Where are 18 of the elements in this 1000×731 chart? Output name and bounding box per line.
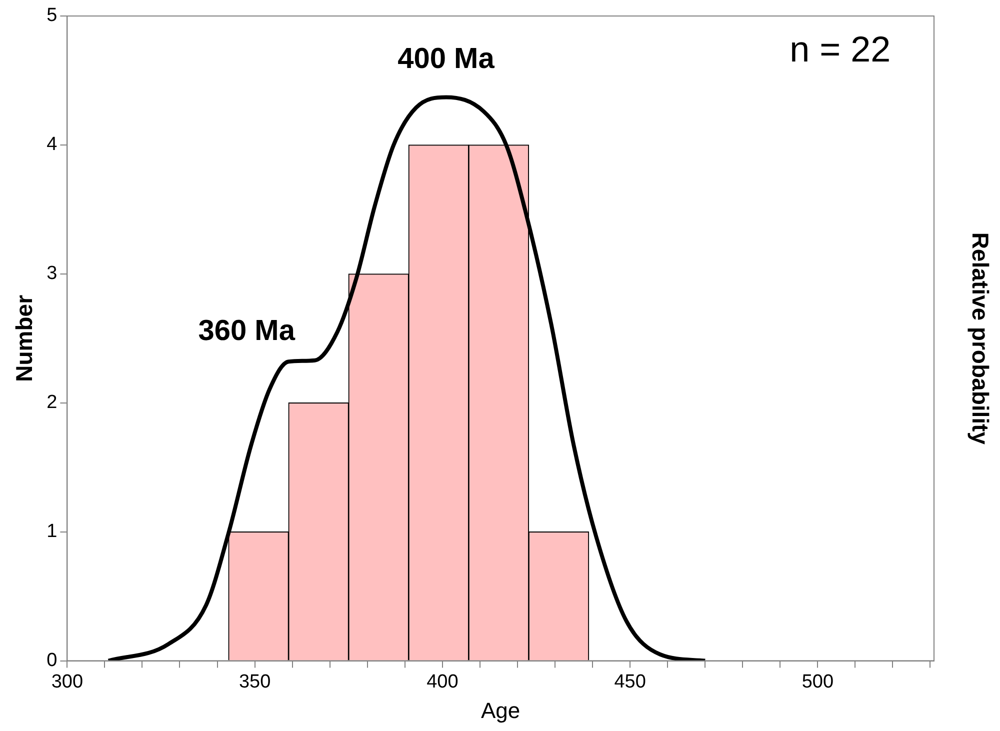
y-tick-label: 1	[46, 521, 58, 542]
line-series	[106, 95, 708, 661]
x-tick-label: 500	[802, 671, 834, 692]
x-tick-label: 300	[51, 671, 84, 692]
annotation: 360 Ma	[198, 314, 296, 347]
annotation: 400 Ma	[398, 42, 496, 75]
annotation: n = 22	[790, 28, 891, 70]
y-tick-label: 0	[46, 650, 58, 672]
y-axis-title: Number	[11, 294, 38, 382]
y-tick-label: 5	[46, 5, 58, 26]
y2-axis-title: Relative probability	[968, 232, 994, 445]
x-tick-label: 450	[614, 671, 646, 692]
y-tick-label: 4	[46, 134, 58, 156]
y-tick-label: 2	[46, 392, 58, 414]
x-axis-title: Age	[481, 698, 520, 723]
x-tick-label: 400	[426, 671, 458, 692]
x-tick-label: 350	[238, 671, 271, 692]
y-tick-label: 3	[46, 263, 58, 284]
